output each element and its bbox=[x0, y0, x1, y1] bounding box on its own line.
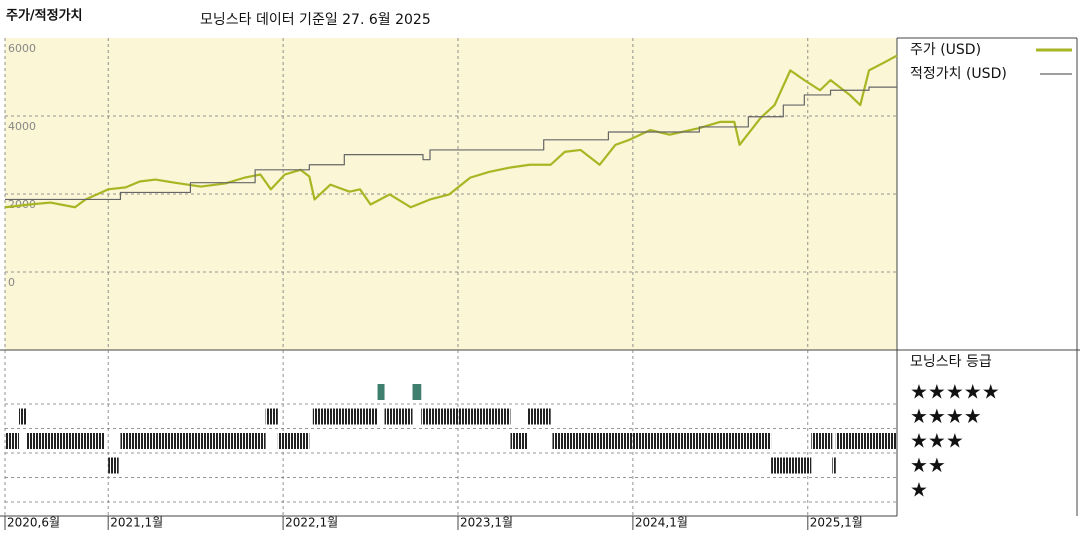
legend-label: 적정가치 (USD) bbox=[910, 66, 1007, 82]
rating-bar bbox=[771, 457, 812, 474]
rating-bar bbox=[108, 457, 119, 474]
chart-title: 주가/적정가치 bbox=[6, 8, 83, 24]
rating-bar bbox=[120, 433, 266, 449]
rating-bar bbox=[18, 408, 26, 425]
rating-bar bbox=[377, 384, 385, 400]
rating-bar bbox=[5, 433, 19, 449]
x-tick-label: 2024,1월 bbox=[635, 516, 688, 530]
y-tick-label: 4000 bbox=[8, 120, 36, 133]
rating-label: ★★★ bbox=[910, 429, 964, 453]
rating-bar bbox=[552, 433, 772, 449]
rating-label: ★ bbox=[910, 478, 928, 502]
rating-bar bbox=[510, 433, 528, 449]
y-tick-label: 0 bbox=[8, 276, 15, 289]
rating-bar bbox=[312, 408, 378, 425]
rating-bar bbox=[277, 433, 310, 449]
rating-bar bbox=[527, 408, 551, 425]
legend-label: 주가 (USD) bbox=[910, 42, 981, 58]
chart-subtitle: 모닝스타 데이터 기준일 27. 6월 2025 bbox=[200, 12, 431, 28]
rating-bar bbox=[265, 408, 278, 425]
rating-bar bbox=[835, 433, 897, 449]
series-line bbox=[5, 86, 897, 201]
rating-label: ★★ bbox=[910, 453, 946, 477]
x-tick-label: 2020,6월 bbox=[7, 516, 60, 530]
rating-title: 모닝스타 등급 bbox=[910, 354, 992, 370]
x-tick-label: 2025,1월 bbox=[810, 516, 863, 530]
x-tick-label: 2021,1월 bbox=[110, 516, 163, 530]
series-line bbox=[4, 54, 898, 209]
rating-bar bbox=[832, 457, 836, 474]
rating-bar bbox=[412, 384, 422, 400]
rating-bar bbox=[25, 433, 105, 449]
rating-bar bbox=[384, 408, 413, 425]
rating-bar bbox=[421, 408, 511, 425]
rating-label: ★★★★★ bbox=[910, 380, 1000, 404]
rating-label: ★★★★ bbox=[910, 404, 982, 428]
x-tick-label: 2022,1월 bbox=[285, 516, 338, 530]
rating-bar bbox=[811, 433, 833, 449]
y-tick-label: 6000 bbox=[8, 42, 36, 55]
x-tick-label: 2023,1월 bbox=[460, 516, 513, 530]
